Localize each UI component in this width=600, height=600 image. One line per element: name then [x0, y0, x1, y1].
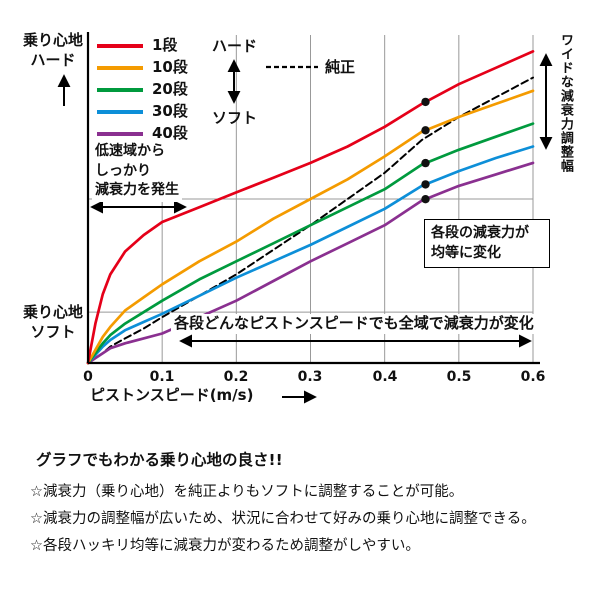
annotation-low-speed: 低速域から しっかり 減衰力を発生 — [92, 141, 182, 202]
marker-dot — [421, 158, 430, 168]
annotation-wide-range: ワイドな減衰力調整幅 — [557, 33, 573, 173]
x-tick-0-4: 0.4 — [372, 369, 398, 385]
marker-dot — [421, 97, 430, 107]
annotation-full-range: 各段どんなピストンスピードでも全域で減衰力が変化 — [171, 314, 537, 334]
legend-hard-label: ハード — [212, 37, 258, 55]
x-tick-0-1: 0.1 — [149, 369, 175, 385]
legend-swatch-red-icon — [97, 44, 143, 48]
series-10段 — [86, 89, 535, 365]
x-tick-0-3: 0.3 — [297, 369, 323, 385]
chart-canvas — [57, 32, 553, 404]
legend-item-40: 40段 — [97, 123, 192, 145]
marker-dot — [421, 195, 430, 204]
x-axis-label: ピストンスピード(m/s) — [90, 386, 254, 404]
series-40段 — [86, 161, 535, 365]
legend-soft-label: ソフト — [212, 109, 258, 127]
y-axis-label-hard: 乗り心地 ハード — [22, 31, 83, 70]
x-tick-0: 0 — [83, 369, 93, 385]
legend-label: 1段 — [152, 36, 178, 55]
legend-swatch-blue-icon — [97, 110, 143, 114]
annotation-equal-change: 各段の減衰力が 均等に変化 — [424, 219, 550, 268]
footer-bullet-3: ☆各段ハッキリ均等に減衰力が変わるため調整がしやすい。 — [30, 538, 420, 554]
plot-area — [86, 35, 535, 365]
legend-label: 40段 — [152, 124, 188, 143]
legend-swatch-green-icon — [97, 88, 143, 92]
legend-item-10: 10段 — [97, 57, 192, 79]
x-tick-0-6: 0.6 — [520, 369, 546, 385]
damping-force-chart: 乗り心地 ハード 乗り心地 ソフト 1段 10段 20段 30段 — [22, 31, 573, 404]
series-20段 — [86, 122, 535, 365]
legend-item-20: 20段 — [97, 79, 192, 101]
legend-swatch-purple-icon — [97, 132, 143, 136]
x-tick-0-5: 0.5 — [446, 369, 472, 385]
legend-label: 20段 — [152, 80, 188, 99]
stock-legend-label: 純正 — [325, 58, 356, 76]
legend-item-30: 30段 — [97, 101, 192, 123]
series-30段 — [86, 145, 535, 365]
marker-dot — [421, 126, 430, 135]
y-axis-label-soft: 乗り心地 ソフト — [22, 303, 83, 342]
series-1段 — [86, 50, 535, 365]
legend: 1段 10段 20段 30段 40段 — [97, 35, 192, 145]
footer-heading: グラフでもわかる乗り心地の良さ!! — [36, 451, 283, 469]
legend-label: 10段 — [152, 58, 188, 77]
legend-item-1: 1段 — [97, 35, 192, 57]
marker-dot — [421, 180, 430, 189]
legend-swatch-orange-icon — [97, 66, 143, 70]
footer-bullet-1: ☆減衰力（乗り心地）を純正よりもソフトに調整することが可能。 — [30, 484, 464, 500]
legend-label: 30段 — [152, 102, 188, 121]
footer-bullet-2: ☆減衰力の調整幅が広いため、状況に合わせて好みの乗り心地に調整できる。 — [30, 511, 536, 527]
x-tick-0-2: 0.2 — [223, 369, 249, 385]
